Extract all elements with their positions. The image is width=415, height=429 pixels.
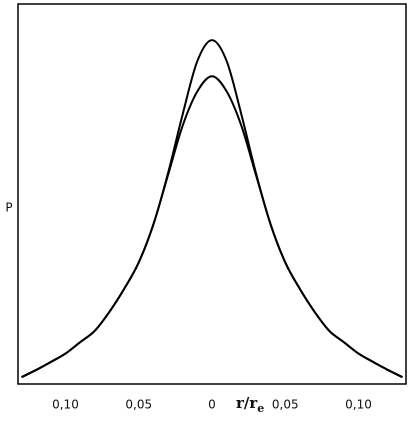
- x-tick-label: 0,10: [345, 398, 372, 412]
- x-tick-label: 0,05: [272, 398, 299, 412]
- curve: [21, 39, 403, 379]
- x-tick-label: 0,05: [125, 398, 152, 412]
- curve: [21, 75, 403, 379]
- x-tick-label: 0: [208, 398, 216, 412]
- x-tick-label: 0,10: [52, 398, 79, 412]
- x-axis-label-sub: e: [257, 402, 264, 415]
- x-axis-label-main: r/r: [236, 394, 258, 412]
- x-axis-label: r/re: [236, 394, 264, 415]
- y-axis-label: P: [5, 201, 12, 215]
- plot-frame: [17, 3, 407, 385]
